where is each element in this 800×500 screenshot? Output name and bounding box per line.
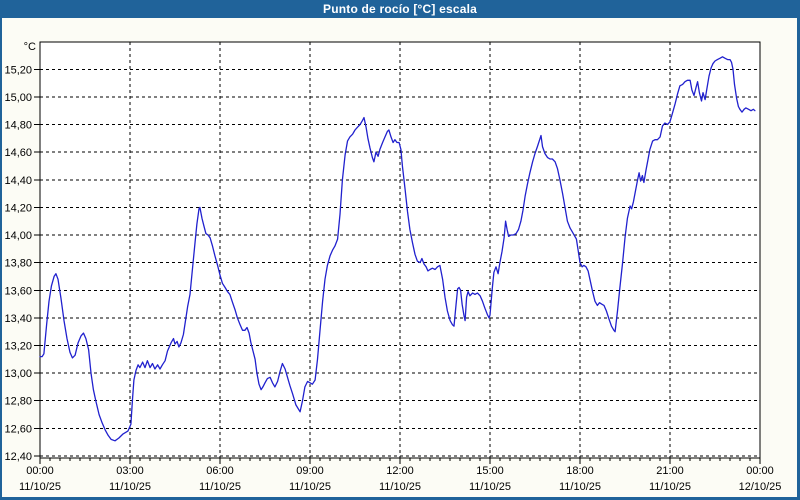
x-tick-date: 11/10/25 bbox=[19, 481, 61, 493]
y-tick-label: 13,60 bbox=[4, 285, 32, 297]
y-tick-label: 14,20 bbox=[4, 202, 32, 214]
x-tick-time: 15:00 bbox=[476, 465, 504, 477]
y-tick-label: 15,20 bbox=[4, 64, 32, 76]
y-tick-label: 12,60 bbox=[4, 423, 32, 435]
y-tick-label: 13,20 bbox=[4, 341, 32, 353]
plot-area bbox=[39, 41, 761, 459]
x-tick-time: 12:00 bbox=[386, 465, 414, 477]
x-tick-date: 11/10/25 bbox=[289, 481, 331, 493]
x-tick-time: 00:00 bbox=[746, 465, 774, 477]
x-tick-time: 06:00 bbox=[206, 465, 234, 477]
chart-title: Punto de rocío [°C] escala bbox=[322, 2, 478, 16]
dewpoint-series-line bbox=[39, 56, 756, 442]
x-tick-date: 11/10/25 bbox=[469, 481, 511, 493]
y-tick-label: 14,60 bbox=[4, 147, 32, 159]
y-tick-label: 13,80 bbox=[4, 258, 32, 270]
x-tick-time: 00:00 bbox=[26, 465, 54, 477]
x-tick-date: 11/10/25 bbox=[109, 481, 151, 493]
y-tick-label: 13,40 bbox=[4, 313, 32, 325]
title-bar: Punto de rocío [°C] escala bbox=[0, 0, 800, 18]
axis-ticks bbox=[34, 68, 761, 464]
y-tick-label: 13,00 bbox=[4, 368, 32, 380]
x-tick-date: 12/10/25 bbox=[739, 481, 782, 493]
x-tick-date: 11/10/25 bbox=[559, 481, 601, 493]
y-tick-label: 14,00 bbox=[4, 230, 32, 242]
x-tick-date: 11/10/25 bbox=[379, 481, 421, 493]
y-tick-label: 12,80 bbox=[4, 396, 32, 408]
y-axis-labels: 15,20 15,00 14,80 14,60 14,40 14,20 14,00 13,80… bbox=[4, 64, 32, 463]
y-axis-unit-label: °C bbox=[24, 41, 36, 53]
x-tick-time: 03:00 bbox=[116, 465, 144, 477]
window-frame bbox=[0, 18, 800, 500]
x-tick-time: 21:00 bbox=[656, 465, 684, 477]
y-tick-label: 15,00 bbox=[4, 92, 32, 104]
y-tick-label: 14,80 bbox=[4, 120, 32, 132]
x-tick-date: 11/10/25 bbox=[649, 481, 691, 493]
y-tick-label: 12,40 bbox=[4, 451, 32, 463]
x-tick-time: 09:00 bbox=[296, 465, 324, 477]
x-tick-time: 18:00 bbox=[566, 465, 594, 477]
y-tick-label: 14,40 bbox=[4, 175, 32, 187]
x-tick-date: 11/10/25 bbox=[199, 481, 241, 493]
x-axis-labels: 00:00 11/10/25 03:00 11/10/25 06:00 11/10/25 0… bbox=[19, 465, 781, 493]
